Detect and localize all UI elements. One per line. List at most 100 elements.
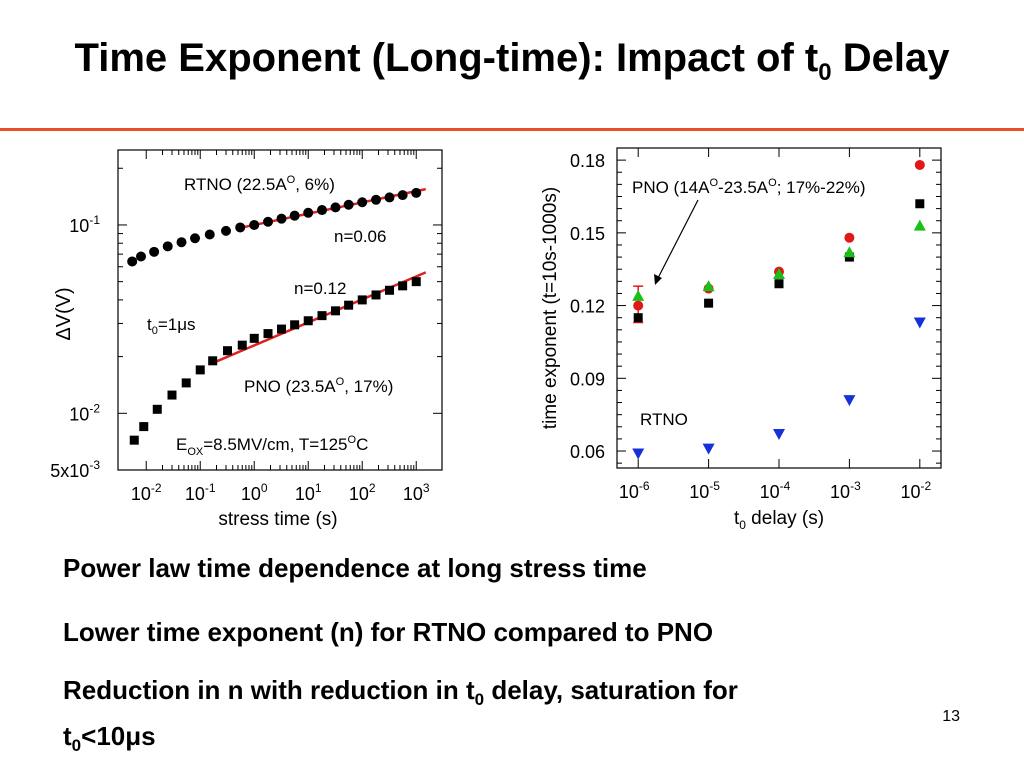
bullet-2: Lower time exponent (n) for RTNO compare… [63, 617, 714, 647]
right-triangle-down-point [843, 395, 856, 407]
right-y-tick-label: 0.12 [570, 297, 605, 317]
left-square-point [385, 285, 395, 295]
right-x-tick-label: 10-2 [900, 479, 931, 502]
pno-pointer-arrowhead [654, 274, 662, 285]
left-square-point [129, 435, 139, 445]
left-circle-point [411, 187, 422, 198]
left-circle-point [190, 233, 201, 244]
right-triangle-up-point [702, 280, 715, 292]
left-square-point [263, 329, 273, 339]
right-triangle-up-point [632, 289, 645, 301]
left-circle-point [397, 190, 408, 201]
left-circle-point [357, 197, 368, 208]
rtno-label: RTNO [640, 410, 688, 429]
n-rtno-label: n=0.06 [334, 227, 386, 246]
left-square-point [331, 306, 341, 316]
left-x-axis-label: stress time (s) [218, 509, 337, 530]
rtno-series-label: RTNO (22.5AO, 6%) [184, 174, 335, 194]
left-circle-point [303, 207, 314, 218]
left-y-axis-label: ΔV(V) [53, 287, 75, 340]
left-square-point [277, 324, 287, 334]
left-chart: 10-2 10-1 100 101 102 103 5x10-3 10-2 10-1 stres… [50, 149, 443, 530]
left-x-tick-label: 10-2 [131, 481, 162, 504]
right-square-point [915, 199, 925, 209]
right-data-points [632, 159, 926, 460]
right-circle-point [844, 232, 855, 243]
right-triangle-down-point [632, 448, 645, 460]
left-y-tick-label: 10-1 [69, 213, 100, 236]
left-square-point [167, 390, 177, 400]
left-circle-point [204, 229, 215, 240]
right-chart: 0.06 0.09 0.12 0.15 0.18 10-6 10-5 10-4 10-3 10-2… [540, 147, 942, 532]
right-triangle-up-point [913, 219, 926, 231]
left-square-point [371, 290, 381, 300]
left-square-point [357, 295, 367, 305]
left-circle-point [176, 237, 187, 248]
left-square-point [411, 277, 421, 287]
left-circle-point [384, 192, 395, 203]
right-square-point [774, 279, 784, 289]
left-square-point [195, 365, 205, 375]
left-x-tick-label: 102 [349, 481, 376, 504]
left-axes: 10-2 10-1 100 101 102 103 5x10-3 10-2 10-1 [50, 150, 442, 504]
right-y-tick-label: 0.18 [570, 151, 605, 171]
right-y-tick-label: 0.06 [570, 442, 605, 462]
left-y-tick-label: 5x10-3 [50, 458, 100, 481]
n-pno-label: n=0.12 [294, 279, 346, 298]
page-number: 13 [942, 708, 960, 725]
left-fit-lines [209, 187, 427, 366]
left-circle-point [343, 199, 354, 210]
left-square-point [223, 346, 233, 356]
left-x-tick-label: 101 [295, 481, 322, 504]
right-circle-point [914, 159, 925, 170]
bullet-1: Power law time dependence at long stress… [63, 553, 647, 583]
right-axes: 0.06 0.09 0.12 0.15 0.18 10-6 10-5 10-4 10-3 10-2 [570, 148, 941, 502]
slide-title: Time Exponent (Long-time): Impact of t0 … [74, 36, 950, 86]
left-circle-point [371, 194, 382, 205]
left-square-point [290, 320, 300, 330]
left-square-point [181, 378, 191, 388]
right-x-tick-label: 10-3 [830, 479, 861, 502]
right-triangle-down-point [913, 317, 926, 329]
right-triangle-up-point [843, 246, 856, 258]
pno-series-label: PNO (23.5AO, 17%) [244, 376, 393, 396]
left-circle-point [330, 202, 341, 213]
left-circle-point [249, 219, 260, 230]
left-circle-point [162, 241, 173, 252]
right-triangle-down-point [702, 443, 715, 455]
left-circle-point [317, 205, 328, 216]
right-x-axis-label: t0 delay (s) [734, 508, 824, 532]
bullet-3: Reduction in n with reduction in t0 dela… [63, 675, 738, 756]
right-x-tick-label: 10-6 [619, 479, 650, 502]
pno-range-label: PNO (14AO-23.5AO; 17%-22%) [632, 177, 866, 197]
right-circle-point [633, 300, 644, 311]
right-y-tick-label: 0.09 [570, 369, 605, 389]
right-triangle-up-point [773, 268, 785, 280]
left-circle-point [276, 213, 287, 224]
left-square-point [344, 300, 354, 310]
left-square-point [317, 311, 327, 321]
left-circle-point [289, 210, 300, 221]
t0-annotation: t0=1μs [147, 315, 196, 337]
left-circle-point [263, 216, 274, 227]
left-circle-point [149, 246, 160, 257]
right-square-point [704, 298, 714, 308]
left-square-point [303, 316, 313, 326]
left-square-point [139, 422, 149, 432]
right-x-tick-label: 10-5 [689, 479, 720, 502]
left-x-tick-label: 100 [241, 481, 268, 504]
left-y-tick-label: 10-2 [69, 401, 100, 424]
conditions-annotation: EOX=8.5MV/cm, T=125OC [176, 434, 368, 458]
pno-pointer-arrow [656, 199, 699, 281]
right-triangle-down-point [773, 429, 785, 441]
right-x-tick-label: 10-4 [760, 479, 791, 502]
left-data-points [127, 187, 422, 445]
left-square-point [237, 340, 247, 350]
left-square-point [152, 404, 162, 414]
right-y-axis-label: time exponent (t=10s-1000s) [540, 187, 561, 429]
left-square-point [208, 356, 218, 366]
left-circle-point [136, 251, 147, 262]
left-square-point [249, 333, 259, 343]
right-y-tick-label: 0.15 [570, 224, 605, 244]
